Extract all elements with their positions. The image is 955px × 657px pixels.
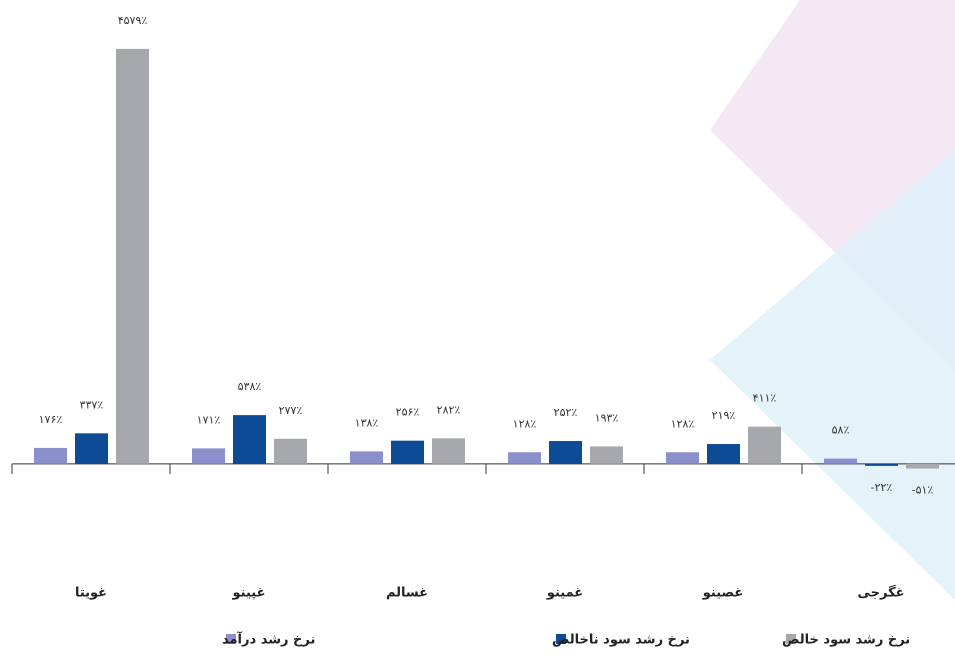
value-label: -۵۱٪ [912,483,934,496]
background-shape [710,150,955,600]
x-tick-label: غسالم [386,586,428,601]
bar [508,452,541,464]
legend-swatch [786,634,796,644]
value-label: ۱۷۶٪ [39,413,63,426]
x-tick-label: غگرجی [857,585,904,601]
legend-label: نرخ رشد سود خالص [782,633,910,648]
bar [748,426,781,464]
value-label: ۴۵۷۹٪ [118,14,148,27]
bar [34,447,67,464]
bar [192,448,225,464]
value-label: ۲۸۲٪ [437,403,461,416]
bar [666,452,699,464]
bar [350,451,383,464]
legend-label: نرخ رشد سود ناخالص [552,633,690,648]
value-label: ۲۷۷٪ [279,404,303,417]
value-label: ۲۵۲٪ [554,406,578,419]
value-label: ۳۳۷٪ [80,398,104,411]
legend-swatch [556,634,566,644]
value-label: ۱۹۳٪ [595,411,619,424]
value-label: ۱۲۸٪ [671,417,695,430]
value-label: ۵۳۸٪ [238,380,262,393]
bar [75,433,108,464]
value-label: ۵۸٪ [832,424,850,437]
bar [707,444,740,464]
value-label: -۲۲٪ [871,481,893,494]
value-label: ۱۷۱٪ [197,413,221,426]
legend-swatch [226,634,236,644]
bar [906,463,939,469]
bar [432,438,465,464]
bar [391,440,424,464]
value-label: ۴۱۱٪ [753,392,777,405]
x-tick-label: غپینو [232,586,266,601]
bar [865,463,898,466]
bar [274,438,307,464]
x-tick-label: غصینو [702,586,743,601]
value-label: ۲۱۹٪ [712,409,736,422]
legend-label: نرخ رشد درآمد [222,631,315,648]
x-tick-label: غویتا [75,586,107,601]
value-label: ۱۲۸٪ [513,417,537,430]
bar [233,415,266,464]
bar [590,446,623,464]
value-label: ۱۳۸٪ [355,416,379,429]
bar [824,458,857,464]
bar [116,48,149,464]
x-tick-label: غمینو [546,586,583,601]
value-label: ۲۵۶٪ [396,406,420,419]
bar [549,441,582,464]
